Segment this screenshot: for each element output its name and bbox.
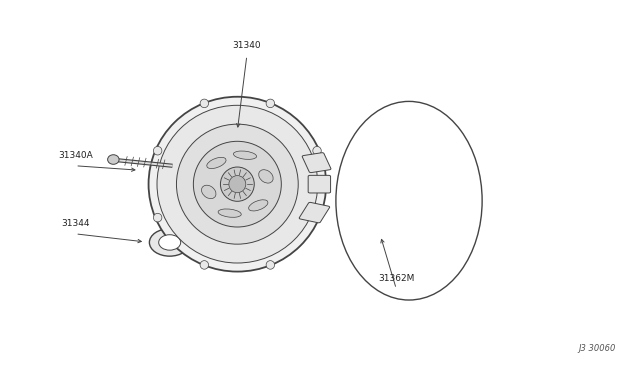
Ellipse shape — [200, 261, 209, 269]
Text: J3 30060: J3 30060 — [579, 344, 616, 353]
Ellipse shape — [149, 229, 190, 256]
Ellipse shape — [313, 147, 321, 155]
FancyBboxPatch shape — [299, 202, 330, 223]
Text: 31362M: 31362M — [378, 275, 415, 283]
Ellipse shape — [202, 185, 216, 199]
Ellipse shape — [266, 99, 275, 108]
Ellipse shape — [108, 155, 119, 164]
Ellipse shape — [154, 147, 162, 155]
Ellipse shape — [313, 213, 321, 222]
Ellipse shape — [200, 99, 209, 108]
Ellipse shape — [193, 141, 282, 227]
Ellipse shape — [177, 124, 298, 244]
Ellipse shape — [229, 176, 246, 193]
Ellipse shape — [266, 261, 275, 269]
Text: 31344: 31344 — [61, 219, 90, 228]
Ellipse shape — [234, 151, 257, 159]
Ellipse shape — [159, 235, 180, 250]
Ellipse shape — [248, 200, 268, 211]
Ellipse shape — [207, 157, 226, 169]
Ellipse shape — [157, 105, 317, 263]
FancyBboxPatch shape — [302, 153, 331, 173]
Ellipse shape — [154, 213, 162, 222]
Ellipse shape — [218, 209, 241, 217]
Ellipse shape — [336, 102, 482, 300]
Ellipse shape — [148, 97, 326, 272]
Ellipse shape — [259, 170, 273, 183]
FancyBboxPatch shape — [308, 175, 331, 193]
Text: 31340: 31340 — [232, 41, 261, 50]
Text: 31340A: 31340A — [58, 151, 93, 160]
Ellipse shape — [220, 167, 254, 201]
